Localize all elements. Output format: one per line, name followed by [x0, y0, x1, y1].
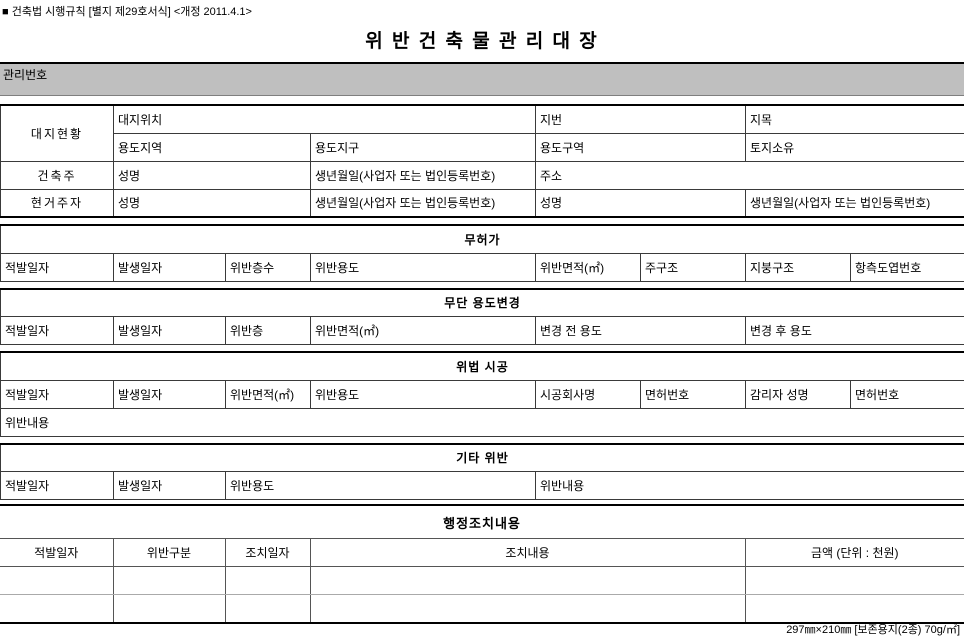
column-header-cell: 위반면적(㎡) [310, 316, 536, 345]
column-header-cell: 변경 후 용도 [744, 316, 964, 345]
empty-cell [0, 566, 114, 595]
table-row: 적발일자 발생일자 위반용도 위반내용 [0, 471, 964, 500]
column-header-cell: 발생일자 [113, 379, 226, 409]
form-revision-note: ■ 건축법 시행규칙 [별지 제29호서식] <개정 2011.4.1> [2, 6, 252, 18]
resident-name2-cell: 성명 [535, 188, 747, 218]
column-header-cell: 감리자 성명 [745, 379, 851, 409]
management-number-bar: 관리번호 [0, 62, 964, 96]
use-area-cell: 용도지역 [113, 132, 311, 162]
admin-action-title: 행정조치내용 [443, 516, 521, 531]
paper-spec-note: 297㎜×210㎜ [보존용지(2종) 70g/㎡] [786, 624, 960, 636]
empty-cell [112, 566, 226, 595]
owner-label: 건축주 [0, 160, 114, 190]
management-number-label: 관리번호 [3, 68, 48, 82]
table-row: 현거주자 성명 생년월일(사업자 또는 법인등록번호) 성명 생년월일(사업자 … [0, 188, 964, 218]
column-header-cell: 발생일자 [113, 316, 226, 345]
column-header-cell: 금액 (단위 : 천원) [744, 538, 964, 567]
resident-label: 현거주자 [0, 188, 114, 218]
table-row: 무허가 [0, 224, 964, 254]
empty-cell [309, 566, 746, 595]
owner-birth-cell: 생년월일(사업자 또는 법인등록번호) [309, 160, 537, 190]
land-ownership-cell: 토지소유 [745, 132, 964, 162]
empty-cell [309, 594, 746, 623]
table-row: 기타 위반 [0, 443, 964, 472]
page-title: 위 반 건 축 물 관 리 대 장 [365, 31, 599, 52]
column-header-cell: 위반층 [225, 316, 311, 345]
column-header-cell: 위반용도 [310, 252, 536, 282]
table-row: 대지현황 대지위치 지번 지목 [0, 104, 964, 162]
empty-cell [0, 594, 114, 623]
table-row: 적발일자 발생일자 위반층 위반면적(㎡) 변경 전 용도 변경 후 용도 [0, 316, 964, 345]
column-header-cell: 위반층수 [225, 252, 311, 282]
resident-birth-cell: 생년월일(사업자 또는 법인등록번호) [309, 188, 537, 218]
use-district-cell: 용도지구 [309, 132, 537, 162]
column-header-cell: 위반용도 [310, 379, 536, 409]
admin-action-table: 적발일자 위반구분 조치일자 조치내용 금액 (단위 : 천원) [0, 538, 964, 624]
table-row: 적발일자 발생일자 위반면적(㎡) 위반용도 시공회사명 면허번호 감리자 성명… [0, 379, 964, 409]
use-zone-cell: 용도구역 [535, 132, 747, 162]
resident-birth2-cell: 생년월일(사업자 또는 법인등록번호) [745, 188, 964, 218]
jibun-cell: 지번 [535, 104, 747, 134]
column-header-cell: 시공회사명 [535, 379, 641, 409]
owner-address-cell: 주소 [535, 160, 964, 190]
resident-name-cell: 성명 [113, 188, 311, 218]
section-title: 기타 위반 [0, 443, 964, 472]
column-header-cell: 지붕구조 [745, 252, 851, 282]
table-row: 용도지역 용도지구 용도구역 토지소유 [1, 132, 964, 162]
jimok-cell: 지목 [745, 104, 964, 134]
column-header-cell: 항측도엽번호 [850, 252, 964, 282]
section-divider-line [0, 504, 964, 506]
column-header-cell: 조치일자 [224, 538, 311, 567]
column-header-cell: 적발일자 [0, 471, 114, 500]
table-row: 적발일자 위반구분 조치일자 조치내용 금액 (단위 : 천원) [0, 538, 964, 567]
empty-cell [744, 566, 964, 595]
column-header-cell: 위반면적(㎡) [225, 379, 311, 409]
column-header-cell: 주구조 [640, 252, 746, 282]
table-row: 적발일자 발생일자 위반층수 위반용도 위반면적(㎡) 주구조 지붕구조 항측도… [0, 252, 964, 282]
table-row: 위법 시공 [0, 351, 964, 381]
column-header-cell: 면허번호 [640, 379, 746, 409]
empty-cell [224, 594, 311, 623]
table-row: 무단 용도변경 [0, 288, 964, 317]
column-header-cell: 변경 전 용도 [535, 316, 746, 345]
column-header-cell: 적발일자 [0, 538, 114, 567]
column-header-cell: 조치내용 [309, 538, 746, 567]
column-header-cell: 발생일자 [113, 471, 226, 500]
other-violation-section-table: 기타 위반 적발일자 발생일자 위반용도 위반내용 [0, 442, 964, 500]
table-row: 위반내용 [0, 407, 964, 437]
column-header-cell: 위반내용 [535, 471, 964, 500]
section-title: 위법 시공 [0, 351, 964, 381]
section-title: 무허가 [0, 224, 964, 254]
owner-name-cell: 성명 [113, 160, 311, 190]
table-row [0, 566, 964, 595]
column-header-cell: 적발일자 [0, 379, 114, 409]
table-row: 건축주 성명 생년월일(사업자 또는 법인등록번호) 주소 [0, 160, 964, 190]
site-status-label: 대지현황 [0, 104, 114, 162]
column-header-cell: 발생일자 [113, 252, 226, 282]
empty-cell [224, 566, 311, 595]
site-location-cell: 대지위치 [112, 104, 537, 134]
site-info-table: 대지현황 대지위치 지번 지목 용도지역 용도지구 용도구역 토지소유 건축주 … [0, 104, 964, 218]
column-header-cell: 위반면적(㎡) [535, 252, 641, 282]
section-title: 무단 용도변경 [0, 288, 964, 317]
table-row [0, 594, 964, 623]
empty-cell [112, 594, 226, 623]
column-header-cell: 위반용도 [225, 471, 536, 500]
unpermitted-section-table: 무허가 적발일자 발생일자 위반층수 위반용도 위반면적(㎡) 주구조 지붕구조… [0, 224, 964, 282]
column-header-cell: 적발일자 [0, 252, 114, 282]
empty-cell [744, 594, 964, 623]
illegal-construction-section-table: 위법 시공 적발일자 발생일자 위반면적(㎡) 위반용도 시공회사명 면허번호 … [0, 351, 964, 437]
use-change-section-table: 무단 용도변경 적발일자 발생일자 위반층 위반면적(㎡) 변경 전 용도 변경… [0, 287, 964, 345]
violation-detail-cell: 위반내용 [0, 407, 964, 437]
column-header-cell: 적발일자 [0, 316, 114, 345]
column-header-cell: 위반구분 [112, 538, 226, 567]
column-header-cell: 면허번호 [850, 379, 964, 409]
